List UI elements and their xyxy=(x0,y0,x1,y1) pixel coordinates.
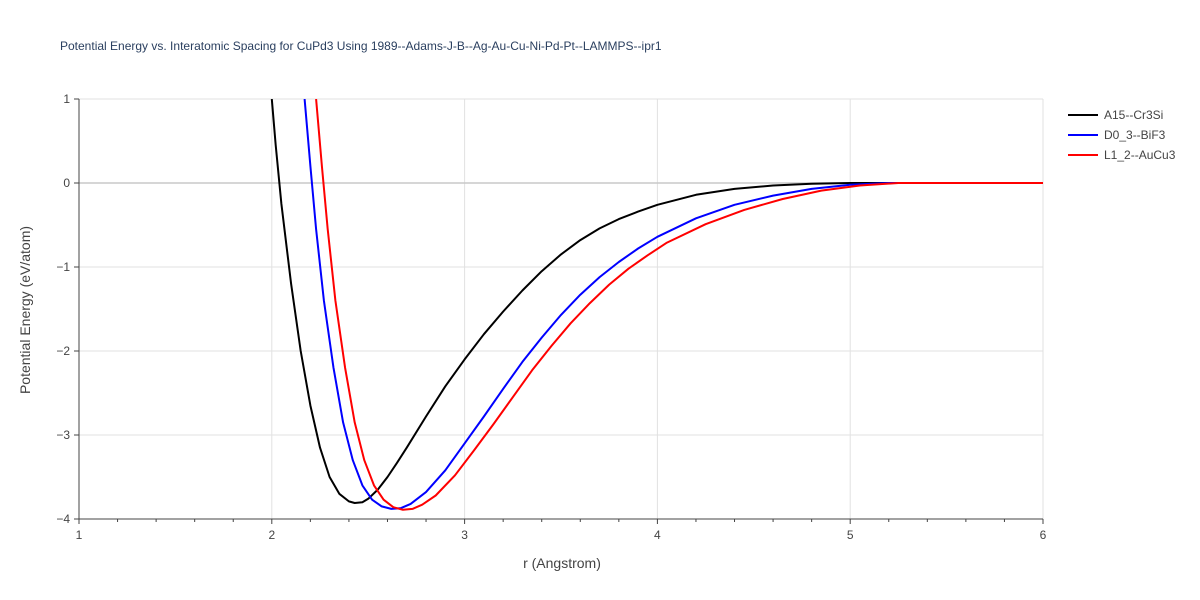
chart-title: Potential Energy vs. Interatomic Spacing… xyxy=(60,39,662,53)
x-tick-label: 2 xyxy=(268,528,275,542)
x-tick-label: 4 xyxy=(654,528,661,542)
y-tick-label: −1 xyxy=(56,260,70,274)
x-tick-label: 6 xyxy=(1040,528,1047,542)
series-line-l1-2-aucu3 xyxy=(315,99,1043,511)
x-tick-label: 1 xyxy=(76,528,83,542)
series-group xyxy=(270,99,1043,511)
y-tick-label: 0 xyxy=(63,176,70,190)
legend[interactable]: A15--Cr3Si D0_3--BiF3 L1_2--AuCu3 xyxy=(1068,108,1176,162)
y-axis-title: Potential Energy (eV/atom) xyxy=(17,226,33,394)
y-tick-label: −3 xyxy=(56,428,70,442)
legend-label-l1-2-aucu3: L1_2--AuCu3 xyxy=(1104,148,1176,162)
y-tick-label: −4 xyxy=(56,512,70,526)
legend-label-a15-cr3si: A15--Cr3Si xyxy=(1104,108,1163,122)
grid xyxy=(79,98,1044,519)
y-tick-label: −2 xyxy=(56,344,70,358)
y-tick-label: 1 xyxy=(63,92,70,106)
axes: 1 2 3 4 5 6 1 0 −1 −2 −3 −4 xyxy=(56,92,1046,542)
series-line-d0-3-bif3 xyxy=(303,99,1043,510)
legend-label-d0-3-bif3: D0_3--BiF3 xyxy=(1104,128,1166,142)
x-tick-label: 3 xyxy=(461,528,468,542)
x-tick-label: 5 xyxy=(847,528,854,542)
series-line-a15-cr3si xyxy=(270,99,1043,504)
x-axis-title: r (Angstrom) xyxy=(523,555,601,571)
